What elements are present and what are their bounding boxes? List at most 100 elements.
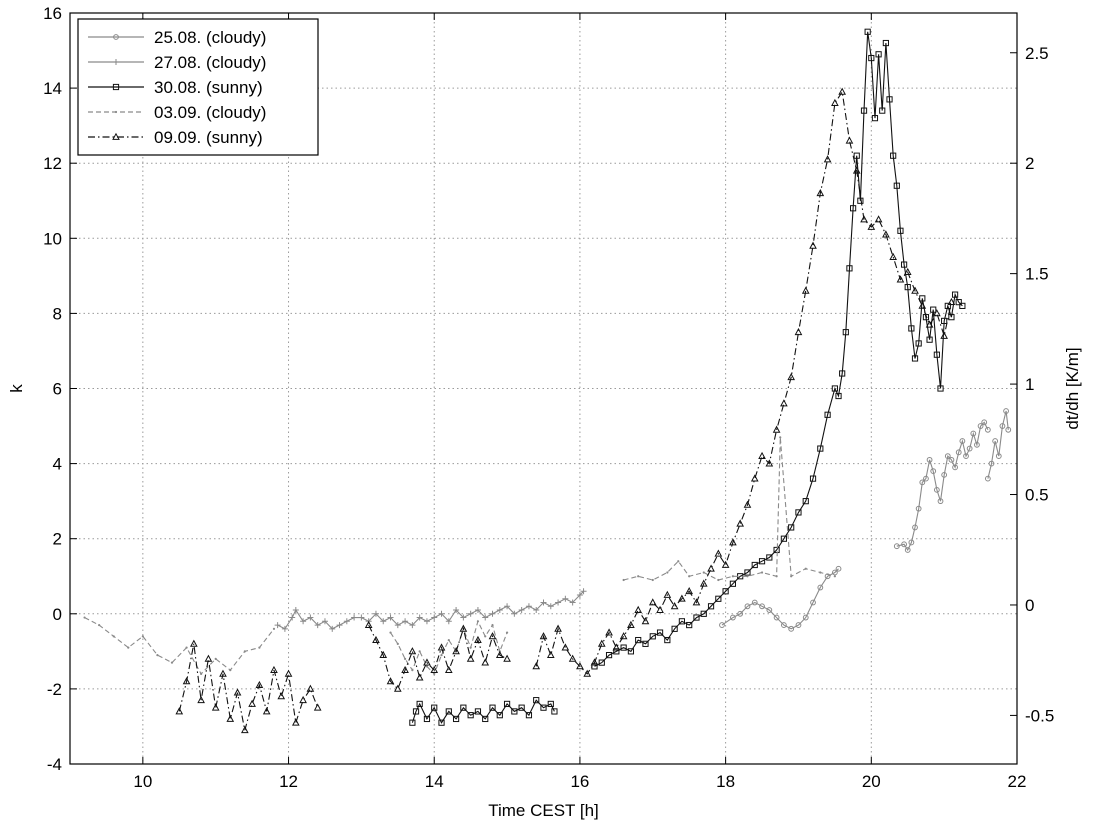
data-point [926, 456, 933, 463]
data-point [948, 314, 955, 321]
data-point [751, 561, 758, 569]
data-point [1005, 426, 1012, 433]
data-point [773, 546, 780, 554]
data-point [281, 625, 288, 632]
data-point [627, 648, 635, 655]
data-point [411, 669, 414, 672]
series-line [535, 90, 952, 675]
data-point [525, 712, 533, 719]
data-point [262, 707, 271, 715]
data-point [219, 669, 227, 677]
data-point [496, 712, 503, 719]
data-point [677, 560, 680, 563]
data-point [903, 267, 912, 275]
data-point [966, 445, 973, 452]
data-point [474, 708, 482, 715]
legend-label: 09.09. (sunny) [154, 128, 263, 147]
y2-tick-label: 0 [1025, 596, 1034, 615]
data-point [634, 605, 643, 613]
data-point [908, 539, 915, 546]
data-point [940, 331, 948, 339]
data-point [197, 695, 205, 704]
data-point [685, 587, 694, 595]
data-point [619, 632, 628, 640]
data-point [955, 299, 962, 306]
data-point [590, 658, 599, 666]
data-point [401, 665, 409, 674]
data-point [664, 636, 671, 644]
data-point [525, 603, 532, 610]
data-point [775, 575, 778, 578]
data-point [403, 657, 407, 660]
data-point [170, 661, 174, 664]
data-point [389, 631, 392, 634]
data-point [992, 438, 999, 444]
data-point [380, 618, 387, 625]
y-tick-label: 12 [43, 154, 62, 173]
data-point [678, 594, 686, 602]
data-point [788, 524, 795, 531]
data-point [744, 603, 751, 610]
data-point [823, 155, 832, 163]
data-point [562, 595, 569, 602]
data-point [666, 571, 669, 574]
data-point [598, 659, 605, 666]
data-point [182, 677, 191, 685]
data-point [243, 650, 246, 653]
data-point [452, 715, 460, 723]
data-point [518, 607, 525, 614]
data-point [879, 107, 886, 114]
data-point [824, 411, 831, 418]
data-point [423, 715, 431, 723]
data-point [313, 703, 322, 711]
data-point [656, 629, 664, 636]
data-point [416, 614, 423, 621]
data-point [944, 453, 951, 459]
data-point [561, 643, 570, 651]
data-point [874, 215, 883, 223]
data-point [489, 610, 496, 617]
data-point [937, 385, 944, 392]
data-point [233, 688, 242, 696]
data-point [248, 699, 256, 707]
legend-label: 30.08. (sunny) [154, 78, 263, 97]
data-point [503, 700, 511, 708]
data-point [481, 658, 490, 666]
data-point [849, 205, 857, 212]
data-point [291, 718, 300, 726]
data-point [941, 317, 948, 325]
data-point [772, 425, 781, 433]
data-point [467, 712, 474, 719]
data-point [491, 623, 494, 627]
data-point [474, 607, 481, 614]
data-point [387, 614, 394, 621]
data-point [648, 598, 657, 606]
data-point [731, 575, 735, 578]
data-point [835, 565, 842, 572]
data-point [459, 624, 468, 632]
data-point [306, 684, 315, 692]
data-point [597, 639, 606, 647]
data-point [889, 252, 897, 260]
data-point [402, 618, 409, 625]
series-1 [719, 408, 1012, 632]
data-point [113, 59, 119, 65]
data-point [970, 430, 977, 437]
y-axis-label: k [7, 384, 26, 393]
y2-tick-label: 1.5 [1025, 265, 1049, 284]
legend-label: 25.08. (cloudy) [154, 28, 266, 47]
data-point [984, 475, 991, 482]
data-point [551, 708, 558, 715]
data-point [431, 614, 438, 621]
series-line [411, 699, 555, 724]
data-point [386, 677, 395, 685]
data-point [714, 549, 723, 557]
data-point [431, 704, 438, 711]
data-point [893, 182, 900, 189]
data-point [476, 620, 480, 623]
y-tick-label: 10 [43, 229, 62, 248]
data-point [919, 295, 926, 302]
data-point [900, 261, 908, 268]
